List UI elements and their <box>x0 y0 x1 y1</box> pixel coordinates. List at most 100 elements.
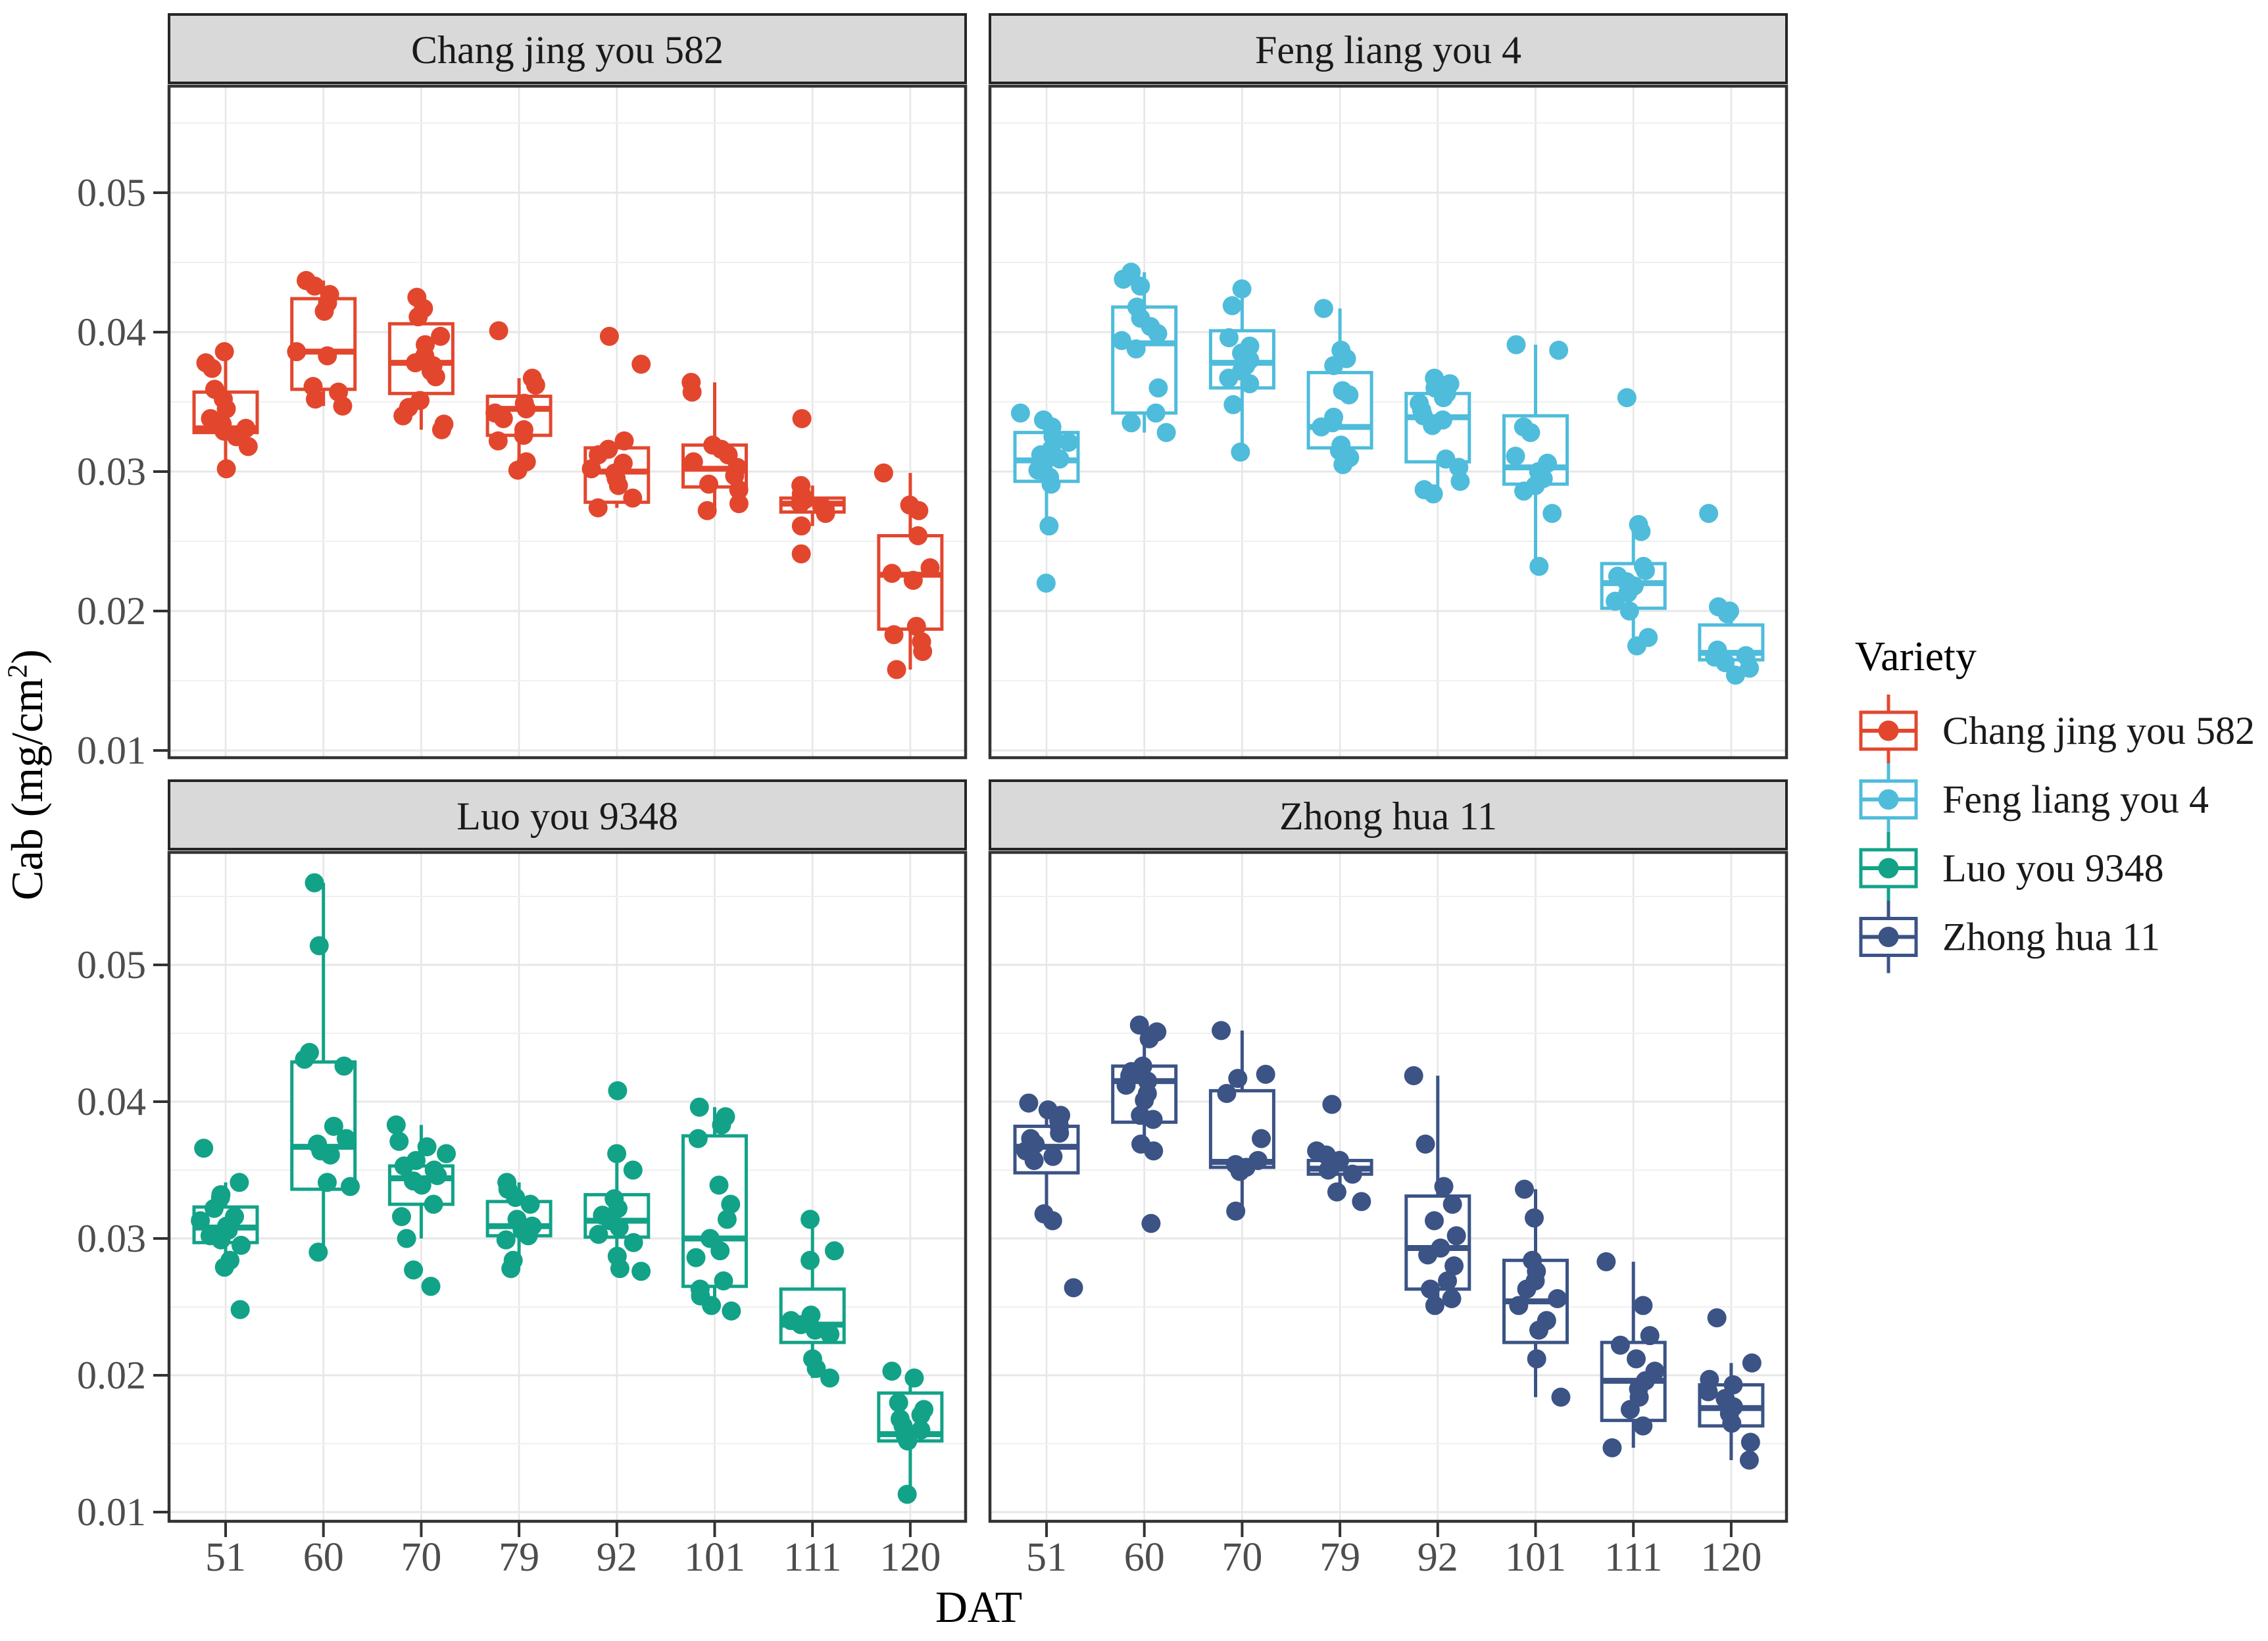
jitter-point <box>729 494 749 514</box>
jitter-point <box>1514 481 1534 501</box>
jitter-point <box>389 1131 409 1151</box>
jitter-point <box>624 1233 643 1252</box>
jitter-point <box>686 1248 706 1267</box>
jitter-point <box>882 1361 902 1381</box>
jitter-point <box>1449 458 1469 478</box>
jitter-point <box>431 326 451 346</box>
jitter-point <box>1640 1326 1660 1346</box>
jitter-point <box>526 376 545 395</box>
legend-label: Feng liang you 4 <box>1942 778 2209 821</box>
legend-key-point <box>1878 927 1899 947</box>
panel-border <box>988 84 1788 760</box>
jitter-point <box>340 1177 360 1196</box>
jitter-point <box>623 488 643 508</box>
jitter-point <box>1226 1201 1246 1221</box>
box-group-luo-you-9348-60 <box>290 873 360 1262</box>
jitter-point <box>1126 339 1146 358</box>
panel-background <box>169 852 966 1521</box>
jitter-point <box>1529 1320 1548 1340</box>
facet-strip <box>989 779 1788 850</box>
jitter-point <box>508 460 528 480</box>
facet-panel-3: Zhong hua 11 <box>988 779 1788 1523</box>
jitter-point <box>334 1056 354 1076</box>
jitter-point <box>610 1259 629 1279</box>
jitter-point <box>920 558 940 577</box>
jitter-point <box>518 1226 538 1246</box>
facet-strip-title: Zhong hua 11 <box>1279 795 1497 838</box>
jitter-point <box>909 501 929 520</box>
jitter-point <box>305 873 324 893</box>
jitter-point <box>710 1241 730 1261</box>
jitter-point <box>1339 385 1359 404</box>
jitter-point <box>232 1235 251 1255</box>
jitter-point <box>1352 1192 1371 1212</box>
jitter-point <box>1122 413 1141 433</box>
box-group-luo-you-9348-111 <box>779 1210 846 1388</box>
box-group-chang-jing-you-582-101 <box>681 372 749 520</box>
box-group-chang-jing-you-582-70 <box>387 287 455 439</box>
jitter-point <box>1722 1413 1742 1433</box>
jitter-point <box>1041 474 1061 494</box>
jitter-point <box>1699 504 1719 524</box>
jitter-point <box>1148 378 1168 398</box>
jitter-point <box>717 1210 737 1229</box>
jitter-point <box>1739 1450 1759 1470</box>
jitter-point <box>428 1165 447 1185</box>
jitter-point <box>792 408 812 428</box>
jitter-point <box>1114 269 1133 289</box>
jitter-point <box>1527 1349 1546 1369</box>
jitter-point <box>214 1258 234 1277</box>
jitter-point <box>230 1300 250 1319</box>
box-group-zhong-hua-11-51 <box>1013 1093 1083 1298</box>
panel-border <box>988 850 1788 1523</box>
jitter-point <box>588 498 608 518</box>
x-tick-label: 92 <box>597 1535 637 1580</box>
jitter-point <box>436 1144 456 1163</box>
jitter-point <box>709 1175 729 1195</box>
facet-strip <box>168 13 967 84</box>
jitter-point <box>1222 296 1242 316</box>
x-tick-label: 120 <box>1700 1535 1762 1580</box>
jitter-point <box>1631 522 1651 541</box>
jitter-point <box>216 459 236 479</box>
jitter-point <box>1333 454 1353 474</box>
legend-label: Chang jing you 582 <box>1942 709 2255 752</box>
jitter-point <box>318 346 337 366</box>
jitter-point <box>1322 1094 1342 1114</box>
box-group-luo-you-9348-120 <box>877 1361 944 1504</box>
jitter-point <box>1404 1065 1423 1085</box>
jitter-point <box>599 326 619 346</box>
jitter-point <box>904 1368 924 1388</box>
jitter-point <box>1434 1177 1454 1196</box>
facet-strip-title: Chang jing you 582 <box>411 28 724 72</box>
box-group-luo-you-9348-79 <box>485 1173 553 1279</box>
jitter-point <box>305 389 325 409</box>
jitter-point <box>214 342 234 362</box>
jitter-point <box>431 420 451 439</box>
jitter-point <box>699 474 719 494</box>
jitter-point <box>1425 1296 1444 1315</box>
jitter-point <box>791 544 811 564</box>
jitter-point <box>1141 1213 1161 1233</box>
facet-panel-0: Chang jing you 582 <box>167 13 968 760</box>
jitter-point <box>607 1144 627 1163</box>
jitter-point <box>820 1325 840 1344</box>
box-group-zhong-hua-11-101 <box>1502 1179 1571 1407</box>
jitter-point <box>317 1173 337 1192</box>
panel-background <box>990 852 1787 1521</box>
y-tick-label: 0.01 <box>77 1490 146 1534</box>
jitter-point <box>1050 1123 1070 1143</box>
jitter-point <box>1212 1021 1231 1041</box>
jitter-point <box>1230 1162 1250 1181</box>
jitter-point <box>1506 335 1526 355</box>
box-group-chang-jing-you-582-111 <box>779 408 846 564</box>
jitter-point <box>496 1230 516 1250</box>
box-group-chang-jing-you-582-51 <box>192 342 259 479</box>
jitter-point <box>729 480 749 500</box>
x-tick-label: 111 <box>783 1535 841 1580</box>
jitter-point <box>1434 388 1454 408</box>
jitter-point <box>1318 1160 1338 1180</box>
jitter-point <box>333 396 353 416</box>
box-group-feng-liang-you-4-92 <box>1404 368 1471 504</box>
jitter-point <box>581 459 601 479</box>
